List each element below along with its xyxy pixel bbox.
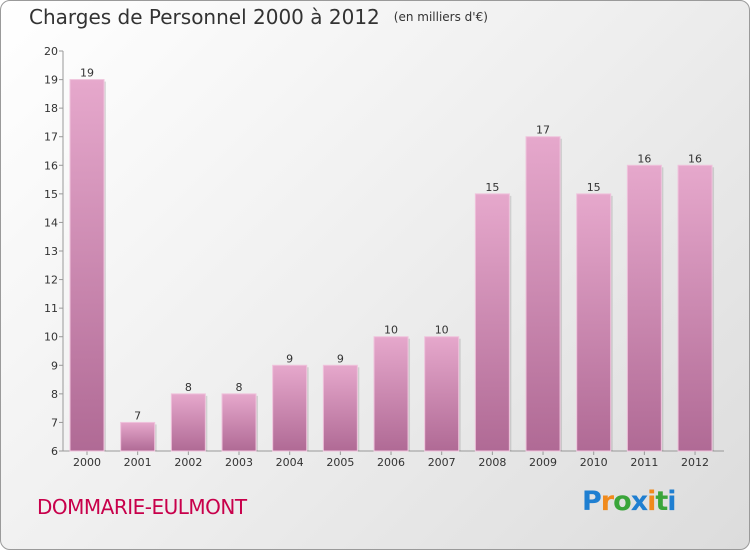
x-tick-label: 2006 xyxy=(377,456,405,469)
bar-value-label: 17 xyxy=(536,124,550,137)
y-tick-label: 20 xyxy=(44,45,58,58)
y-tick-label: 7 xyxy=(51,416,58,429)
bar-value-label: 10 xyxy=(384,324,398,337)
bar-value-label: 8 xyxy=(185,381,192,394)
bar xyxy=(677,164,713,452)
x-tick-label: 2010 xyxy=(580,456,608,469)
proxiti-logo: Proxiti xyxy=(582,486,677,517)
y-tick-label: 11 xyxy=(44,302,58,315)
bar xyxy=(120,421,156,452)
y-tick-label: 17 xyxy=(44,131,58,144)
bar xyxy=(626,164,662,452)
bar xyxy=(474,193,510,452)
x-tick-label: 2003 xyxy=(225,456,253,469)
bar-value-label: 16 xyxy=(688,152,702,165)
y-tick-label: 18 xyxy=(44,102,58,115)
bar xyxy=(424,336,460,452)
bar xyxy=(525,136,561,452)
bar-value-label: 19 xyxy=(80,67,94,80)
bar-value-label: 15 xyxy=(587,181,601,194)
logo-letter: o xyxy=(613,486,632,517)
y-tick-label: 8 xyxy=(51,388,58,401)
x-tick-label: 2009 xyxy=(529,456,557,469)
bar xyxy=(272,364,308,452)
y-tick-label: 15 xyxy=(44,188,58,201)
logo-letter: i xyxy=(647,486,656,517)
bar xyxy=(576,193,612,452)
bar-value-label: 8 xyxy=(236,381,243,394)
commune-name: DOMMARIE-EULMONT xyxy=(37,495,247,519)
chart-title: Charges de Personnel 2000 à 2012 (en mill… xyxy=(29,5,488,29)
bar-value-label: 15 xyxy=(485,181,499,194)
logo-letter: t xyxy=(655,486,668,517)
y-tick-label: 13 xyxy=(44,245,58,258)
bar xyxy=(373,336,409,452)
bar-value-label: 10 xyxy=(435,324,449,337)
x-tick-label: 2012 xyxy=(681,456,709,469)
x-tick-label: 2002 xyxy=(174,456,202,469)
chart-title-text: Charges de Personnel 2000 à 2012 xyxy=(29,5,380,29)
bar xyxy=(69,79,105,452)
bar-value-label: 9 xyxy=(286,352,293,365)
bar xyxy=(322,364,358,452)
y-tick-label: 6 xyxy=(51,445,58,458)
bar xyxy=(170,393,206,452)
y-tick-label: 19 xyxy=(44,74,58,87)
bar xyxy=(221,393,257,452)
x-tick-label: 2011 xyxy=(630,456,658,469)
x-tick-label: 2005 xyxy=(326,456,354,469)
logo-letter: x xyxy=(630,486,648,517)
bar-value-label: 16 xyxy=(637,152,651,165)
x-tick-label: 2007 xyxy=(428,456,456,469)
y-tick-label: 9 xyxy=(51,359,58,372)
bar-value-label: 9 xyxy=(337,352,344,365)
bar-value-label: 7 xyxy=(134,409,141,422)
logo-letter: P xyxy=(582,486,602,517)
y-tick-label: 10 xyxy=(44,331,58,344)
y-tick-label: 14 xyxy=(44,216,58,229)
y-tick-label: 16 xyxy=(44,159,58,172)
x-tick-label: 2008 xyxy=(478,456,506,469)
x-tick-label: 2000 xyxy=(73,456,101,469)
logo-letter: i xyxy=(667,486,676,517)
logo-letter: r xyxy=(600,486,614,517)
x-tick-label: 2001 xyxy=(124,456,152,469)
chart-subtitle: (en milliers d'€) xyxy=(393,10,488,24)
x-tick-label: 2004 xyxy=(276,456,304,469)
y-tick-label: 12 xyxy=(44,274,58,287)
